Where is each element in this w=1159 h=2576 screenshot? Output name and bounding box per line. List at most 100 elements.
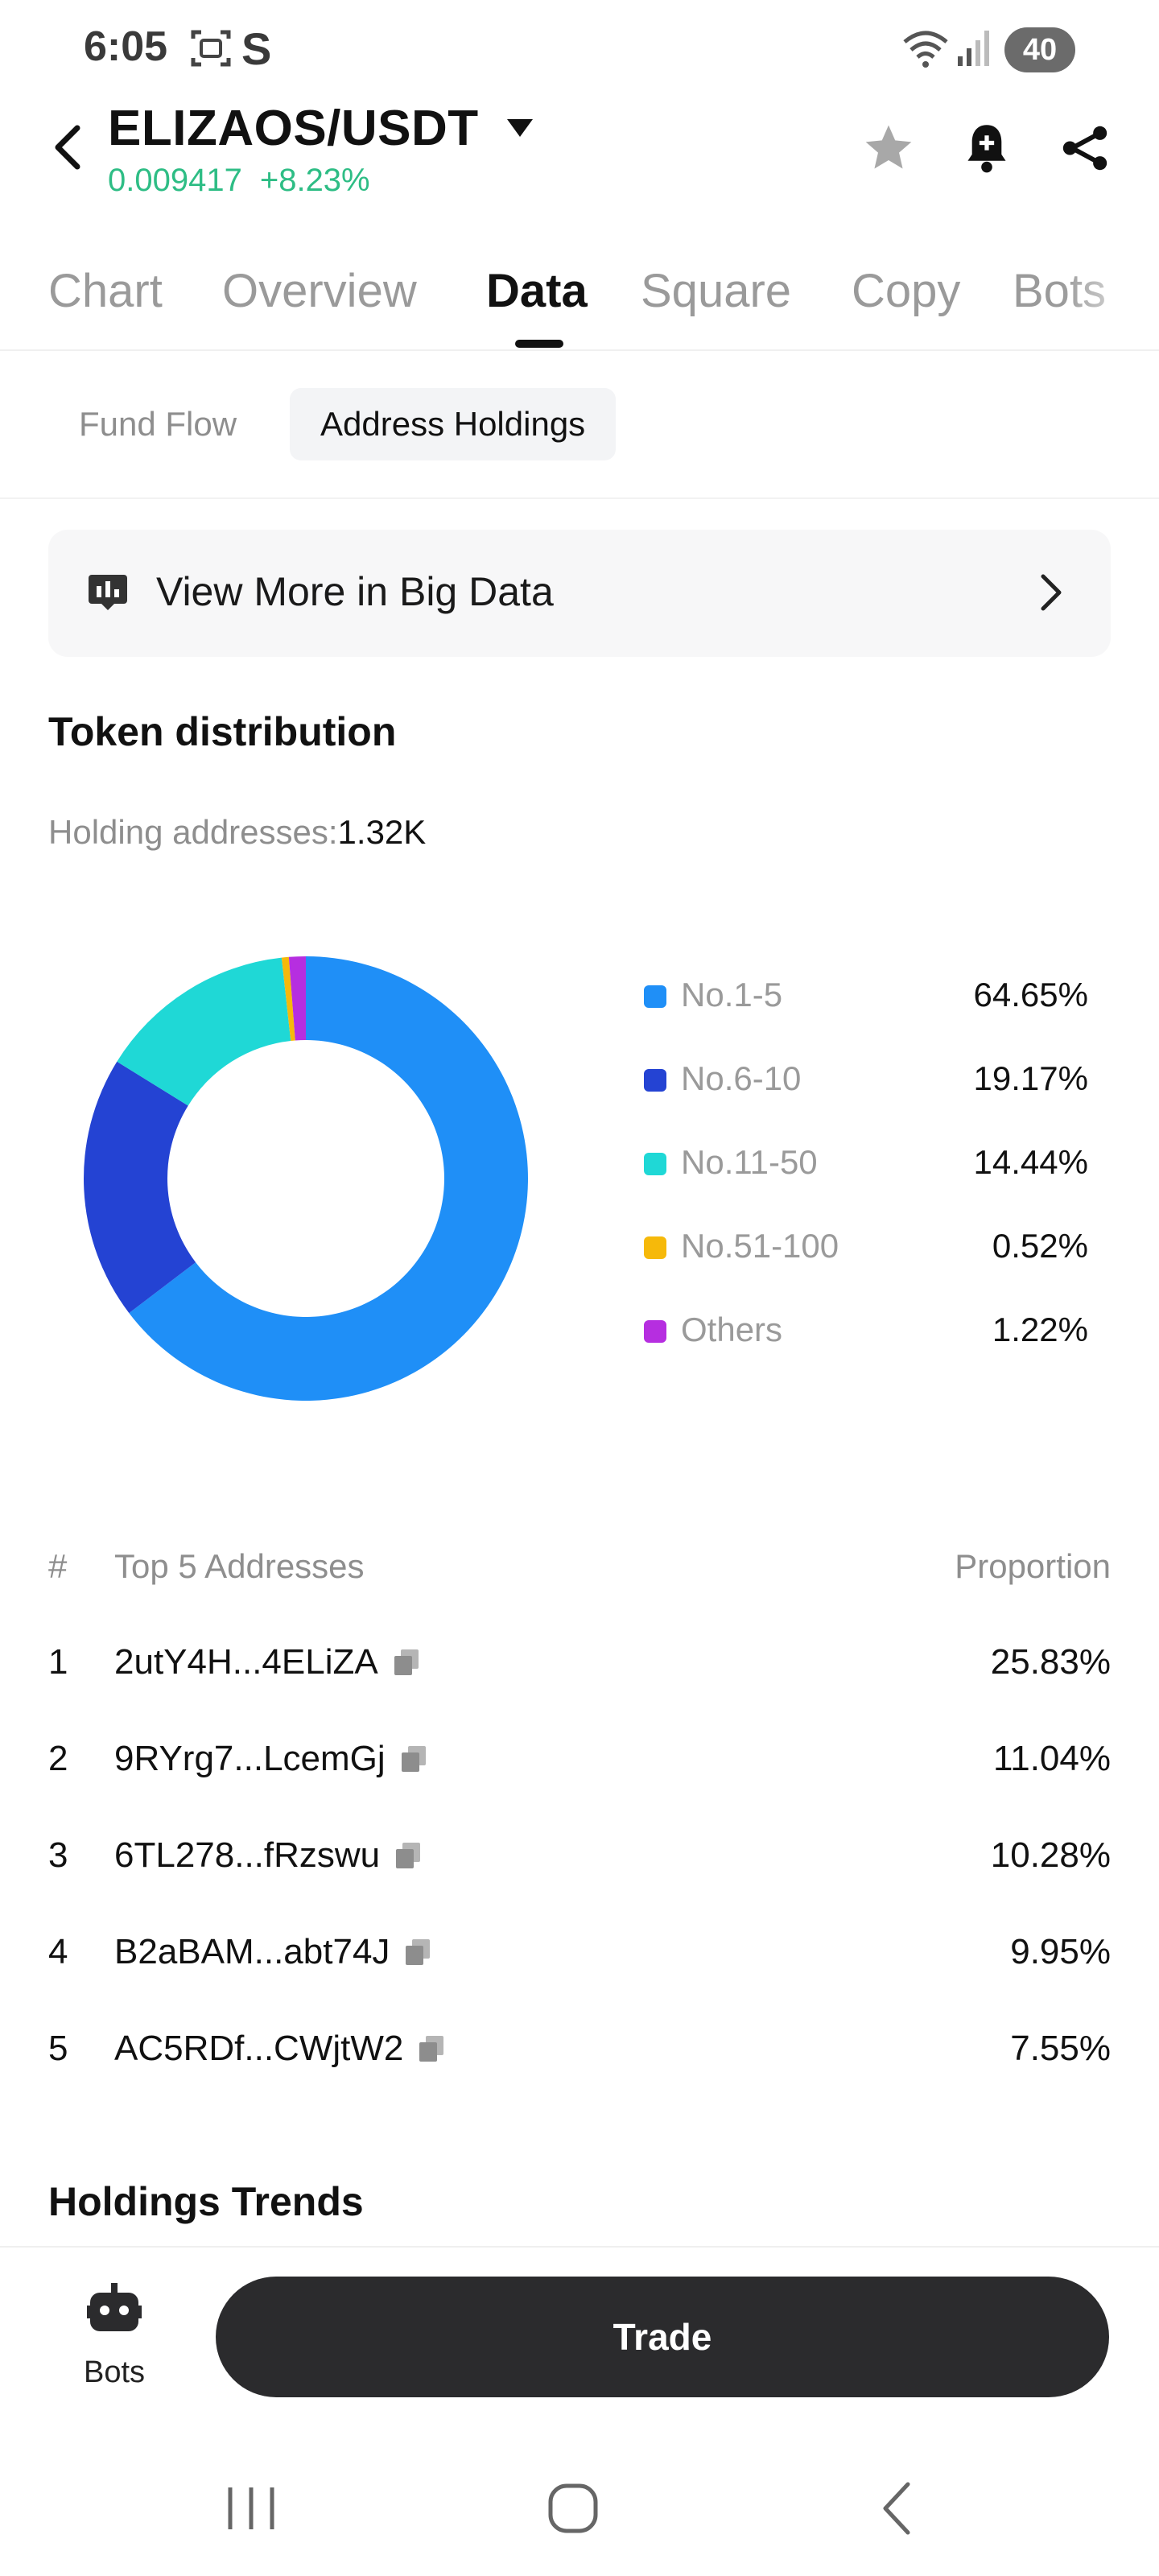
battery-indicator: 40: [1004, 27, 1075, 72]
table-row: 5 AC5RDf...CWjtW2 7.55%: [48, 2029, 1111, 2080]
holding-addresses-value: 1.32K: [337, 813, 427, 851]
row-address: AC5RDf...CWjtW2: [114, 2029, 445, 2069]
legend-value: 0.52%: [992, 1227, 1088, 1265]
alert-button[interactable]: [958, 119, 1016, 177]
status-bar: 6:05 S 40: [0, 0, 1159, 97]
legend-label: No.51-100: [681, 1227, 839, 1265]
active-tab-indicator: [515, 340, 563, 348]
sub-tabs: Fund Flow Address Holdings: [0, 354, 1159, 499]
tab-copy[interactable]: Copy: [852, 265, 961, 317]
star-icon: [865, 125, 912, 169]
wifi-icon: [903, 31, 948, 68]
row-rank: 4: [48, 1932, 68, 1971]
row-rank: 2: [48, 1739, 68, 1778]
chart-board-icon: [89, 575, 127, 610]
legend-swatch: [644, 1069, 666, 1092]
legend-label: No.11-50: [681, 1143, 818, 1181]
table-row: 3 6TL278...fRzswu 10.28%: [48, 1835, 1111, 1887]
legend-value: 1.22%: [992, 1311, 1088, 1348]
back-button[interactable]: [43, 121, 92, 174]
row-proportion: 7.55%: [1010, 2029, 1111, 2068]
copy-icon[interactable]: [400, 1744, 427, 1773]
row-address: B2aBAM...abt74J: [114, 1932, 431, 1972]
tab-data[interactable]: Data: [486, 265, 588, 317]
nav-back-icon[interactable]: [866, 2476, 930, 2541]
share-button[interactable]: [1056, 119, 1114, 177]
trade-button[interactable]: Trade: [216, 2277, 1109, 2397]
tab-square[interactable]: Square: [641, 265, 792, 317]
big-data-label: View More in Big Data: [156, 569, 554, 614]
copy-icon[interactable]: [393, 1648, 420, 1677]
legend-label: Others: [681, 1311, 783, 1348]
row-address-text: 6TL278...fRzswu: [114, 1835, 381, 1875]
holding-addresses-label: Holding addresses:: [48, 813, 338, 851]
bell-plus-icon: [967, 125, 1006, 173]
main-tabs: Chart Overview Data Square Copy Bots: [0, 258, 1159, 351]
legend-swatch: [644, 1320, 666, 1343]
row-address-text: 2utY4H...4ELiZA: [114, 1642, 378, 1682]
donut-slice-no-11-50: [117, 957, 291, 1106]
copy-icon[interactable]: [404, 1938, 431, 1967]
subtab-fund-flow[interactable]: Fund Flow: [79, 405, 237, 443]
legend-item: No.1-5 64.65%: [644, 972, 1088, 1021]
section-title-token-distribution: Token distribution: [48, 709, 397, 754]
bots-label: Bots: [83, 2355, 146, 2389]
row-proportion: 11.04%: [993, 1739, 1111, 1778]
table-row: 2 9RYrg7...LcemGj 11.04%: [48, 1739, 1111, 1790]
favorite-button[interactable]: [860, 119, 918, 177]
donut-slice-others: [288, 956, 306, 1041]
table-row: 4 B2aBAM...abt74J 9.95%: [48, 1932, 1111, 1984]
row-address-text: AC5RDf...CWjtW2: [114, 2029, 404, 2068]
legend-swatch: [644, 985, 666, 1008]
legend-swatch: [644, 1153, 666, 1175]
row-address-text: 9RYrg7...LcemGj: [114, 1739, 386, 1778]
tab-overview[interactable]: Overview: [222, 265, 417, 317]
row-address-text: B2aBAM...abt74J: [114, 1932, 390, 1971]
col-proportion-header: Proportion: [955, 1547, 1111, 1585]
holding-addresses: Holding addresses:1.32K: [48, 813, 426, 852]
legend-item: Others 1.22%: [644, 1307, 1088, 1356]
tabs-fade: [1062, 258, 1159, 338]
tab-chart[interactable]: Chart: [48, 265, 163, 317]
row-proportion: 25.83%: [990, 1642, 1111, 1682]
share-icon: [1062, 126, 1107, 171]
subtab-address-holdings[interactable]: Address Holdings: [290, 388, 617, 460]
recent-apps-icon[interactable]: [219, 2476, 283, 2541]
status-time: 6:05: [84, 23, 168, 70]
legend-label: No.6-10: [681, 1059, 802, 1097]
col-address-header: Top 5 Addresses: [114, 1547, 365, 1585]
legend-value: 19.17%: [973, 1059, 1088, 1097]
row-proportion: 9.95%: [1010, 1932, 1111, 1971]
back-arrow-icon: [55, 125, 80, 170]
legend-item: No.51-100 0.52%: [644, 1224, 1088, 1272]
caret-down-icon[interactable]: [505, 116, 534, 140]
price-change: +8.23%: [259, 163, 370, 198]
big-data-banner[interactable]: View More in Big Data: [48, 530, 1111, 657]
row-rank: 5: [48, 2029, 68, 2068]
bottom-action-bar: Bots Trade: [0, 2246, 1159, 2431]
pair-title[interactable]: ELIZAOS/USDT: [108, 101, 479, 156]
legend-value: 14.44%: [973, 1143, 1088, 1181]
row-proportion: 10.28%: [990, 1835, 1111, 1875]
donut-slice-no-1-5: [129, 956, 528, 1401]
section-title-holdings-trends: Holdings Trends: [48, 2179, 364, 2224]
signal-icon: [958, 31, 989, 66]
donut-slice-no-6-10: [83, 1061, 196, 1314]
row-rank: 1: [48, 1642, 68, 1682]
app-notification-icon: S: [241, 23, 272, 74]
last-price: 0.009417: [108, 163, 242, 198]
chevron-right-icon: [1041, 574, 1062, 611]
bots-button[interactable]: Bots: [72, 2283, 153, 2404]
home-icon[interactable]: [541, 2476, 605, 2541]
row-address: 6TL278...fRzswu: [114, 1835, 422, 1876]
copy-icon[interactable]: [418, 2034, 445, 2063]
legend-swatch: [644, 1236, 666, 1259]
legend-value: 64.65%: [973, 976, 1088, 1013]
distribution-donut-chart: [83, 956, 528, 1401]
robot-icon: [87, 2283, 142, 2331]
row-rank: 3: [48, 1835, 68, 1875]
row-address: 2utY4H...4ELiZA: [114, 1642, 420, 1682]
copy-icon[interactable]: [394, 1841, 422, 1870]
top-addresses-header: # Top 5 Addresses Proportion: [48, 1547, 1111, 1596]
system-nav-bar: [0, 2431, 1159, 2576]
